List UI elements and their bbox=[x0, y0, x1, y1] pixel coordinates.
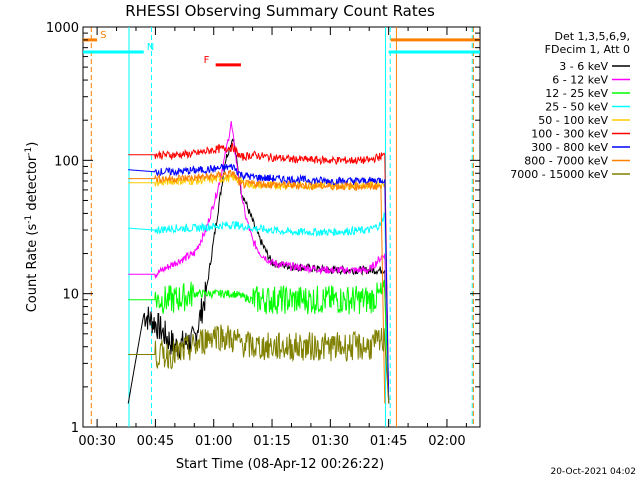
y-axis-ticks: 1 10 100 1000 bbox=[46, 21, 480, 436]
series-line bbox=[128, 169, 386, 404]
legend-header: FDecim 1, Att 0 bbox=[545, 43, 630, 56]
vertical-markers bbox=[90, 27, 474, 427]
x-tick-label: 01:15 bbox=[253, 434, 290, 449]
chart-title: RHESSI Observing Summary Count Rates bbox=[125, 2, 435, 20]
y-tick-label: 1000 bbox=[46, 21, 79, 36]
plot-area bbox=[82, 26, 481, 428]
flag-label-f: F bbox=[204, 55, 210, 66]
x-tick-label: 00:45 bbox=[137, 434, 174, 449]
x-tick-label: 01:45 bbox=[370, 434, 407, 449]
legend-entry-label: 800 - 7000 keV bbox=[524, 155, 608, 168]
series-line bbox=[128, 279, 390, 404]
legend: Det 1,3,5,6,9,FDecim 1, Att 0 3 - 6 keV6 … bbox=[510, 30, 630, 181]
flag-label-n: N bbox=[147, 42, 154, 53]
legend-entry-label: 300 - 800 keV bbox=[531, 141, 608, 154]
y-tick-label: 1 bbox=[71, 421, 79, 436]
y-tick-label: 10 bbox=[62, 288, 79, 303]
x-axis-label: Start Time (08-Apr-12 00:26:22) bbox=[176, 457, 384, 472]
y-tick-label: 100 bbox=[54, 154, 79, 169]
x-axis-ticks: 00:30 00:45 01:00 01:15 01:30 01:45 02:00 bbox=[78, 27, 467, 449]
series-line bbox=[128, 212, 390, 404]
x-tick-label: 01:30 bbox=[312, 434, 349, 449]
flag-bars: S N F bbox=[83, 30, 480, 67]
legend-entry-label: 3 - 6 keV bbox=[559, 60, 608, 73]
series-line bbox=[128, 121, 390, 404]
x-tick-label: 01:00 bbox=[195, 434, 232, 449]
y-axis-label: Count Rate (s-1 detector-1) bbox=[24, 142, 40, 313]
series-line bbox=[128, 324, 390, 404]
footer-timestamp: 20-Oct-2021 04:02 bbox=[551, 467, 636, 477]
series-line bbox=[128, 163, 390, 404]
x-tick-label: 02:00 bbox=[428, 434, 465, 449]
legend-entry-label: 7000 - 15000 keV bbox=[510, 168, 608, 181]
legend-entry-label: 50 - 100 keV bbox=[538, 114, 608, 127]
series-line bbox=[128, 142, 390, 404]
series-line bbox=[128, 173, 390, 404]
series-lines bbox=[127, 121, 390, 404]
series-line bbox=[127, 138, 390, 404]
legend-entry-label: 100 - 300 keV bbox=[531, 128, 608, 141]
legend-entry-label: 12 - 25 keV bbox=[545, 87, 608, 100]
x-tick-label: 00:30 bbox=[78, 434, 115, 449]
legend-header: Det 1,3,5,6,9, bbox=[554, 30, 630, 43]
legend-entry-label: 25 - 50 keV bbox=[545, 101, 608, 114]
legend-entry-label: 6 - 12 keV bbox=[552, 74, 608, 87]
flag-label-s: S bbox=[100, 30, 106, 41]
